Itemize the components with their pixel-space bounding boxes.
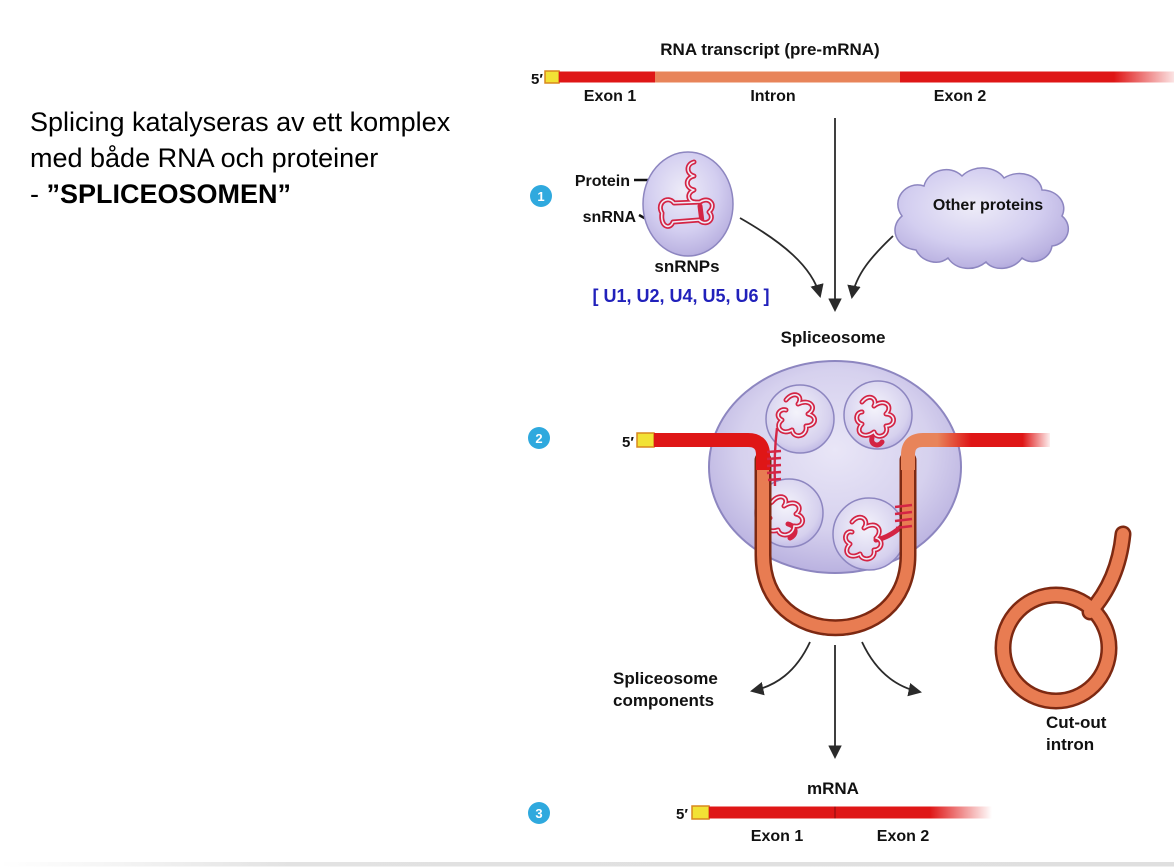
pre-mrna-title: RNA transcript (pre-mRNA) <box>660 40 879 59</box>
cutout-label-line2: intron <box>1046 735 1094 754</box>
step3-number: 3 <box>535 806 542 821</box>
five-prime-cap <box>544 70 560 84</box>
snrnp-subunit-1 <box>765 384 835 454</box>
protein-label: Protein <box>575 173 630 190</box>
step3-section: mRNA 3 5′ Exon 1 Exon 2 <box>528 779 992 845</box>
step1-number: 1 <box>537 189 544 204</box>
slide-bottom-edge <box>0 862 1174 867</box>
mrna-bar <box>709 806 992 819</box>
snrnp-to-spliceosome-arrow <box>739 217 824 298</box>
mrna-five-prime-cap <box>691 805 710 820</box>
step2-number: 2 <box>535 431 542 446</box>
exon2-exit-strand <box>901 433 1050 470</box>
mrna-exon1-label: Exon 1 <box>751 828 804 845</box>
intron-loop <box>754 451 917 637</box>
heading-line-1: Splicing katalyseras av ett komplex <box>30 107 451 137</box>
exon1-label: Exon 1 <box>584 88 637 105</box>
heading-line-3: - ”SPLICEOSOMEN” <box>30 176 530 212</box>
heading-line-2: med både RNA och proteiner <box>30 143 379 173</box>
components-left-arrow <box>750 641 811 696</box>
cutout-intron-circle <box>997 589 1115 707</box>
cutout-label-line1: Cut-out <box>1046 713 1107 732</box>
spliceosome-label: Spliceosome <box>781 328 886 347</box>
cutout-intron: Cut-out intron <box>994 525 1132 754</box>
step3-badge <box>528 802 550 824</box>
slide-heading: Splicing katalyseras av ett komplex med … <box>30 104 530 212</box>
step2-badge <box>528 427 550 449</box>
exon1-entry-strand <box>654 433 770 470</box>
assembly-arrows <box>739 118 894 313</box>
base-pairing-right <box>894 503 913 530</box>
base-pairing-left <box>766 427 782 487</box>
exon2-segment <box>900 71 1174 83</box>
proteins-to-spliceosome-arrow <box>847 235 894 299</box>
snrnp-subunit-2 <box>843 380 913 450</box>
intron-label: Intron <box>750 88 795 105</box>
heading-line-3-prefix: - <box>30 179 47 209</box>
step2-five-prime-cap <box>636 432 655 448</box>
other-proteins-blob <box>894 167 1070 270</box>
intron-segment <box>655 71 900 83</box>
mrna-exon2-label: Exon 2 <box>877 828 930 845</box>
snrna-label: snRNA <box>583 209 637 226</box>
other-proteins-label: Other proteins <box>933 197 1043 214</box>
u-snrnps-list: [ U1, U2, U4, U5, U6 ] <box>592 286 769 306</box>
step2-section: Spliceosome 2 <box>528 328 1050 637</box>
mrna-label: mRNA <box>807 779 859 798</box>
components-right-arrow <box>861 641 922 697</box>
pre-mrna-section: RNA transcript (pre-mRNA) 5′ Exon 1 Intr… <box>531 40 1174 105</box>
step2-five-prime-label: 5′ <box>622 434 634 451</box>
step3-five-prime-label: 5′ <box>676 806 688 823</box>
exon1-segment <box>559 71 655 83</box>
step1-section: 1 Protein snRNA snRNPs [ U1, U2, U4, U5,… <box>530 151 1070 306</box>
snrnp-rna-squiggle <box>658 159 715 229</box>
exon2-label: Exon 2 <box>934 88 987 105</box>
components-label-line2: components <box>613 691 714 710</box>
step1-badge <box>530 185 552 207</box>
pre-mrna-five-prime-label: 5′ <box>531 71 543 88</box>
snrnps-label: snRNPs <box>654 257 719 276</box>
release-arrows: Spliceosome components <box>613 641 922 760</box>
components-label-line1: Spliceosome <box>613 669 718 688</box>
heading-spliceosomen: ”SPLICEOSOMEN” <box>46 179 292 209</box>
